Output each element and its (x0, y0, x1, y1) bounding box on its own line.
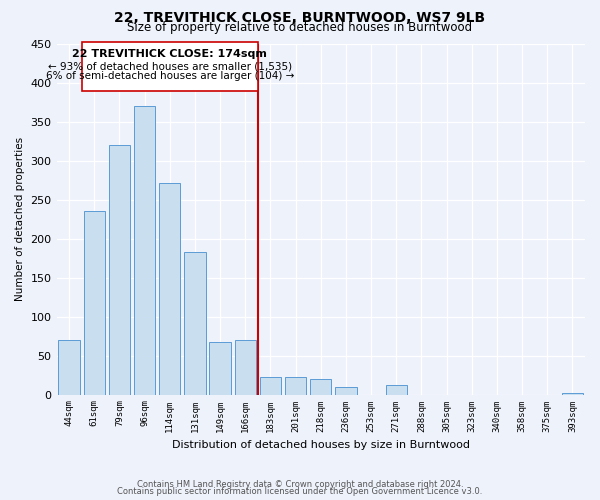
Bar (285, 378, 307, 394)
Bar (386, 385, 407, 394)
FancyBboxPatch shape (82, 42, 258, 90)
Bar (184, 252, 206, 394)
Bar (58, 340, 80, 394)
Text: Contains HM Land Registry data © Crown copyright and database right 2024.: Contains HM Land Registry data © Crown c… (137, 480, 463, 489)
Bar (562, 393, 583, 394)
Bar (335, 387, 356, 394)
Bar (235, 340, 256, 394)
Y-axis label: Number of detached properties: Number of detached properties (15, 137, 25, 302)
Text: ← 93% of detached houses are smaller (1,535): ← 93% of detached houses are smaller (1,… (48, 61, 292, 71)
Bar (209, 342, 231, 394)
Text: 6% of semi-detached houses are larger (104) →: 6% of semi-detached houses are larger (1… (46, 72, 294, 82)
Bar (83, 212, 105, 394)
Text: Contains public sector information licensed under the Open Government Licence v3: Contains public sector information licen… (118, 487, 482, 496)
Bar (260, 378, 281, 394)
Text: Size of property relative to detached houses in Burntwood: Size of property relative to detached ho… (127, 21, 473, 34)
Text: 22 TREVITHICK CLOSE: 174sqm: 22 TREVITHICK CLOSE: 174sqm (73, 50, 267, 59)
Bar (109, 146, 130, 394)
Bar (310, 379, 331, 394)
Text: 22, TREVITHICK CLOSE, BURNTWOOD, WS7 9LB: 22, TREVITHICK CLOSE, BURNTWOOD, WS7 9LB (115, 11, 485, 25)
Bar (134, 106, 155, 395)
Bar (159, 182, 181, 394)
X-axis label: Distribution of detached houses by size in Burntwood: Distribution of detached houses by size … (172, 440, 470, 450)
